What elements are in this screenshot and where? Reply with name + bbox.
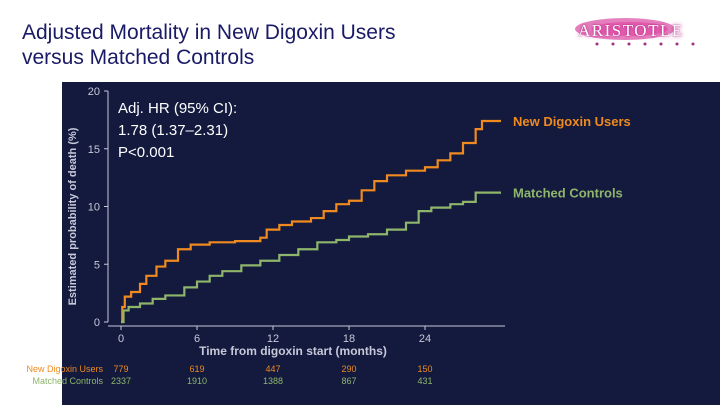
x-tick-label: 6: [194, 333, 200, 345]
x-tick-label: 0: [118, 333, 124, 345]
y-tick-label: 10: [88, 202, 100, 214]
risk-table-value: 779: [113, 364, 128, 374]
y-tick-label: 15: [88, 144, 100, 156]
annotation-line-1: Adj. HR (95% CI):: [118, 100, 238, 117]
logo-swoosh: [575, 18, 695, 46]
aristotle-logo: ARISTOTLE: [570, 10, 700, 50]
title-line-2: versus Matched Controls: [22, 46, 255, 69]
chart-panel: [62, 82, 720, 405]
risk-table-value: 1388: [263, 376, 283, 386]
risk-table-value: 1910: [187, 376, 207, 386]
x-tick-label: 18: [343, 333, 355, 345]
logo-text: ARISTOTLE: [578, 21, 684, 40]
y-tick-label: 5: [94, 259, 100, 271]
series-line-controls: [121, 191, 501, 324]
legend-label: New Digoxin Users: [513, 114, 631, 129]
y-tick-label: 20: [88, 86, 100, 98]
x-axis-label: Time from digoxin start (months): [199, 344, 387, 358]
annotation-line-2: 1.78 (1.37–2.31): [118, 122, 229, 139]
series-line-digoxin: [121, 119, 501, 324]
risk-table-value: 2337: [111, 376, 131, 386]
slide-title: Adjusted Mortality in New Digoxin Users …: [22, 20, 542, 70]
annotation-line-3: P<0.001: [118, 144, 175, 161]
risk-table-label: New Digoxin Users: [26, 364, 103, 374]
x-tick-label: 24: [419, 333, 431, 345]
risk-table-value: 431: [417, 376, 432, 386]
y-axis-label: Estimated probability of death (%): [67, 127, 79, 305]
risk-table-value: 290: [341, 364, 356, 374]
risk-table-value: 150: [417, 364, 432, 374]
hazard-ratio-annotation: Adj. HR (95% CI): 1.78 (1.37–2.31) P<0.0…: [118, 98, 338, 164]
risk-table-value: 867: [341, 376, 356, 386]
x-tick-label: 12: [267, 333, 279, 345]
risk-table-label: Matched Controls: [32, 376, 103, 386]
y-tick-label: 0: [94, 317, 100, 329]
risk-table-value: 619: [189, 364, 204, 374]
legend-label: Matched Controls: [513, 186, 623, 201]
title-line-1: Adjusted Mortality in New Digoxin Users: [22, 21, 396, 44]
risk-table-value: 447: [265, 364, 280, 374]
